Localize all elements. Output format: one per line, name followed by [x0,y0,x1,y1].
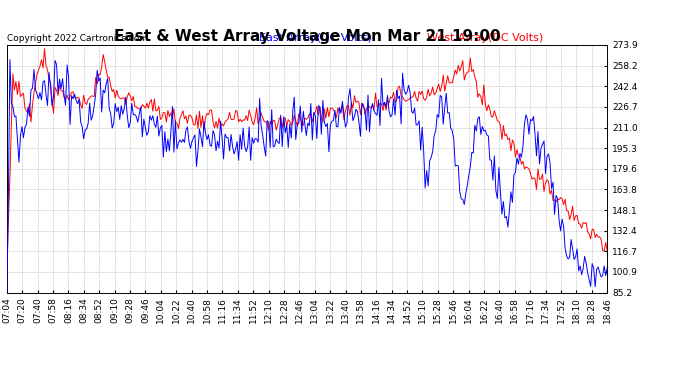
Title: East & West Array Voltage Mon Mar 21 19:00: East & West Array Voltage Mon Mar 21 19:… [114,29,500,44]
Text: East Array(DC Volts): East Array(DC Volts) [259,33,372,42]
Text: Copyright 2022 Cartronics.com: Copyright 2022 Cartronics.com [7,33,148,42]
Text: West Array(DC Volts): West Array(DC Volts) [427,33,543,42]
